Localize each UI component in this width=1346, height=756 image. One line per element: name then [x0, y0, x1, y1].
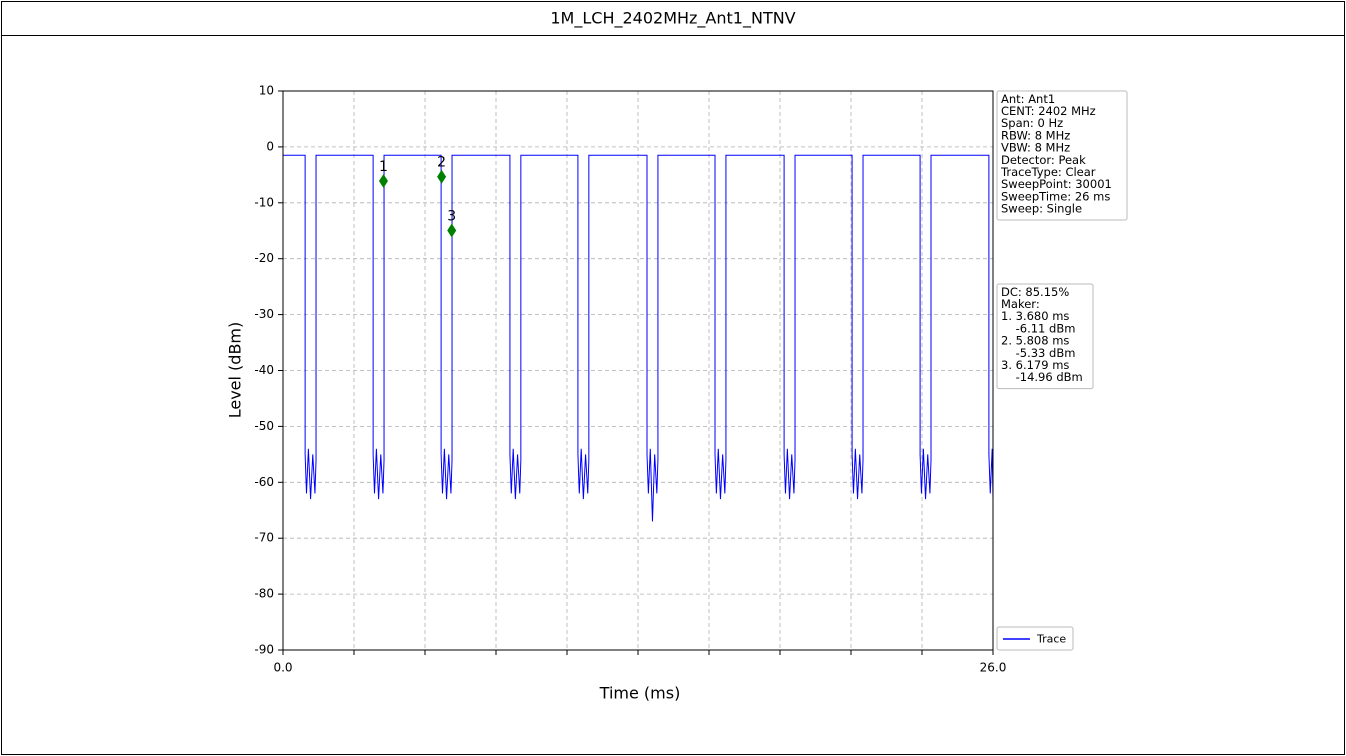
dc-line: 2. 5.808 ms: [1001, 334, 1069, 348]
marker-label: 1: [379, 159, 388, 175]
info-box: [996, 90, 1128, 221]
y-tick-label: -80: [254, 587, 274, 601]
info-line: SweepTime: 26 ms: [1001, 189, 1110, 203]
y-tick-label: -10: [254, 195, 274, 209]
dc-line: 3. 6.179 ms: [1001, 358, 1069, 372]
y-tick-label: -60: [254, 475, 274, 489]
chart-title: 1M_LCH_2402MHz_Ant1_NTNV: [550, 9, 795, 29]
y-tick-label: 10: [259, 84, 274, 98]
legend-box: [996, 626, 1074, 651]
marker-point: [437, 169, 447, 184]
y-tick-label: -70: [254, 531, 274, 545]
y-tick-label: -40: [254, 363, 274, 377]
info-line: Detector: Peak: [1001, 153, 1086, 167]
info-line: Sweep: Single: [1001, 202, 1082, 216]
y-tick-label: -50: [254, 419, 274, 433]
info-line: VBW: 8 MHz: [1001, 141, 1070, 155]
y-tick-label: -20: [254, 251, 274, 265]
x-tick-label: 26.0: [980, 661, 1007, 675]
dc-box: [996, 283, 1094, 390]
marker-label: 2: [437, 155, 446, 171]
dc-line: -5.33 dBm: [1001, 346, 1075, 360]
marker-point: [378, 174, 388, 189]
trace-line: [283, 154, 994, 522]
dc-line: Maker:: [1001, 297, 1040, 311]
info-line: SweepPoint: 30001: [1001, 177, 1112, 191]
dc-line: DC: 85.15%: [1001, 285, 1069, 299]
info-line: Ant: Ant1: [1001, 92, 1055, 106]
dc-line: -6.11 dBm: [1001, 321, 1075, 335]
dc-line: 1. 3.680 ms: [1001, 309, 1069, 323]
plot-frame: [282, 90, 994, 651]
dc-line: -14.96 dBm: [1001, 370, 1083, 384]
x-tick-label: 0.0: [273, 661, 292, 675]
info-line: Span: 0 Hz: [1001, 116, 1063, 130]
info-line: RBW: 8 MHz: [1001, 128, 1070, 142]
legend-label: Trace: [1036, 633, 1066, 646]
marker-point: [447, 223, 457, 238]
x-axis-label: Time (ms): [599, 684, 681, 703]
y-tick-label: -90: [254, 643, 274, 657]
marker-label: 3: [447, 209, 456, 225]
info-line: TraceType: Clear: [1000, 165, 1096, 179]
y-tick-label: 0: [266, 139, 274, 153]
y-axis-label: Level (dBm): [226, 322, 245, 419]
info-line: CENT: 2402 MHz: [1001, 104, 1096, 118]
y-tick-label: -30: [254, 307, 274, 321]
